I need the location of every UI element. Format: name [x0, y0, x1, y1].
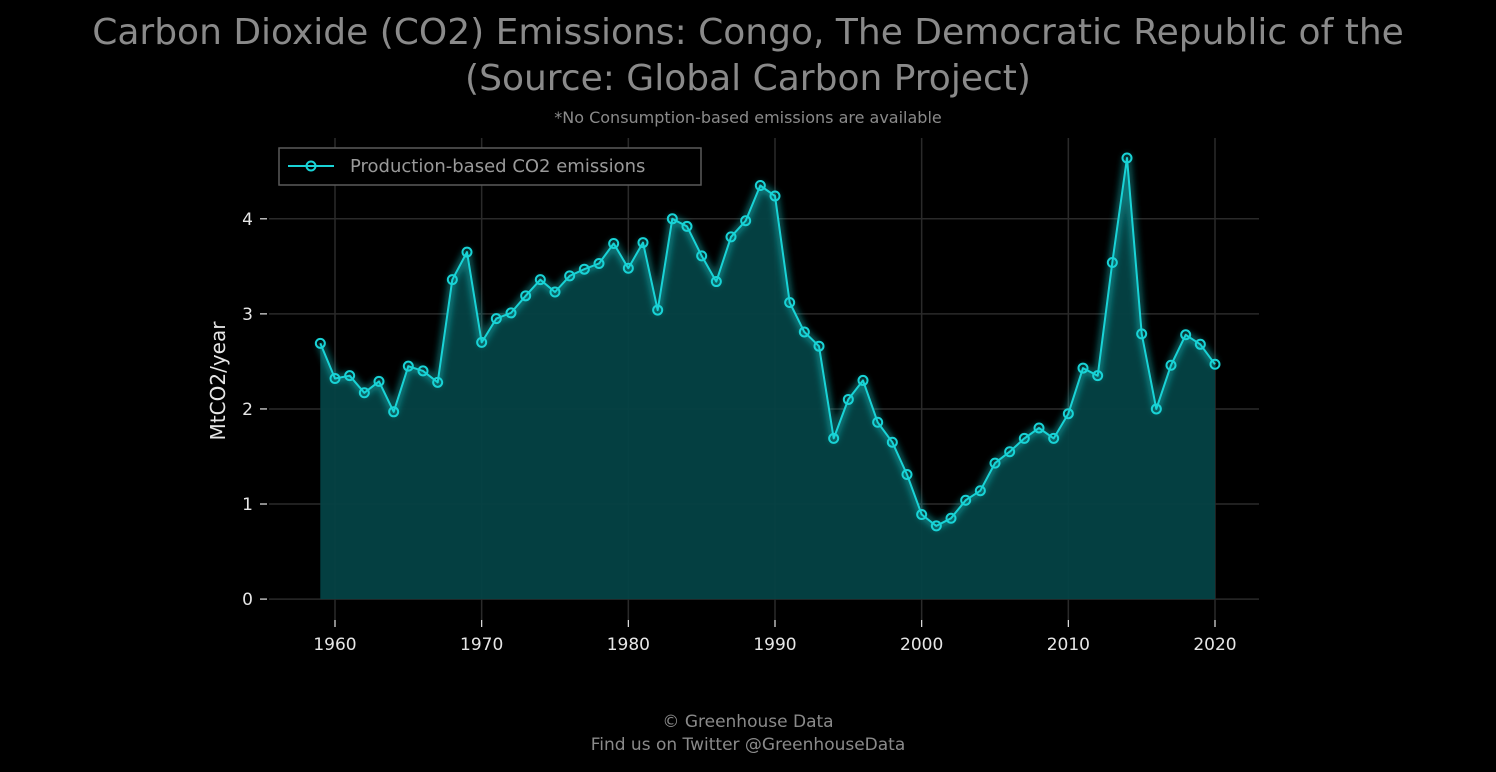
footer-copyright: © Greenhouse Data — [662, 712, 834, 732]
x-tick-label: 1980 — [607, 635, 650, 655]
data-point — [901, 469, 913, 481]
data-point — [974, 485, 986, 497]
x-tick-label: 1970 — [460, 635, 503, 655]
data-point — [960, 494, 972, 506]
footer-twitter: Find us on Twitter @GreenhouseData — [590, 735, 906, 755]
data-point — [696, 250, 708, 262]
legend-label: Production-based CO2 emissions — [350, 156, 645, 177]
data-point — [622, 262, 634, 274]
data-point — [1209, 358, 1221, 370]
data-point — [1048, 432, 1060, 444]
data-point — [476, 336, 488, 348]
data-point — [842, 393, 854, 405]
data-point — [652, 304, 664, 316]
data-point — [1150, 403, 1162, 415]
data-point — [1136, 328, 1148, 340]
chart-title: Carbon Dioxide (CO2) Emissions: Congo, T… — [92, 12, 1404, 53]
data-point — [637, 237, 649, 249]
x-tick-label: 2020 — [1193, 635, 1236, 655]
data-point — [886, 436, 898, 448]
x-tick-label: 2010 — [1047, 635, 1090, 655]
data-point — [769, 190, 781, 202]
data-point — [329, 373, 341, 385]
data-point — [534, 274, 546, 286]
data-point — [388, 406, 400, 418]
data-point — [1092, 370, 1104, 382]
data-point — [446, 274, 458, 286]
data-point — [358, 387, 370, 399]
x-tick-label: 1990 — [753, 635, 796, 655]
data-point — [1004, 446, 1016, 458]
data-point — [989, 457, 1001, 469]
data-point — [813, 340, 825, 352]
data-point — [402, 360, 414, 372]
chart-title-source: (Source: Global Carbon Project) — [465, 58, 1031, 99]
y-tick-label: 2 — [242, 400, 253, 420]
data-point — [1106, 257, 1118, 269]
chart-subtitle: *No Consumption-based emissions are avai… — [554, 108, 942, 127]
data-point — [666, 213, 678, 225]
data-point — [1033, 422, 1045, 434]
x-tick-label: 1960 — [313, 635, 356, 655]
data-point — [520, 290, 532, 302]
data-point — [1062, 408, 1074, 420]
data-point — [710, 276, 722, 288]
x-tick-label: 2000 — [900, 635, 943, 655]
data-point — [578, 263, 590, 275]
data-point — [1180, 329, 1192, 341]
legend: Production-based CO2 emissions — [278, 147, 702, 186]
data-point — [945, 512, 957, 524]
data-point — [549, 286, 561, 298]
data-point — [608, 238, 620, 250]
data-point — [1194, 338, 1206, 350]
data-point — [916, 508, 928, 520]
data-point — [1121, 152, 1133, 164]
data-point — [681, 220, 693, 232]
data-point — [1077, 362, 1089, 374]
data-point — [872, 416, 884, 428]
data-point — [784, 296, 796, 308]
data-point — [930, 520, 942, 532]
data-point — [857, 374, 869, 386]
data-point — [344, 370, 356, 382]
legend-box — [278, 147, 702, 186]
data-point — [432, 376, 444, 388]
data-point — [593, 257, 605, 269]
legend-marker-swatch — [305, 160, 317, 172]
y-tick-label: 1 — [242, 495, 253, 515]
data-point — [828, 432, 840, 444]
data-point — [564, 270, 576, 282]
data-point — [373, 375, 385, 387]
data-point — [725, 231, 737, 243]
y-tick-label: 4 — [242, 210, 253, 230]
data-point — [417, 365, 429, 377]
data-point — [1018, 432, 1030, 444]
axes: 1960 1970 1980 1990 2000 2010 2020 0 1 2 3 4 — [242, 210, 1236, 655]
y-axis-label: MtCO2/year — [206, 321, 230, 441]
data-point — [754, 180, 766, 192]
data-point — [490, 313, 502, 325]
y-tick-label: 0 — [242, 590, 253, 610]
data-point — [798, 326, 810, 338]
data-point — [1165, 359, 1177, 371]
series-points — [314, 152, 1221, 532]
area-path — [320, 158, 1215, 600]
y-tick-label: 3 — [242, 305, 253, 325]
data-point — [505, 307, 517, 319]
data-point — [314, 337, 326, 349]
data-point — [740, 215, 752, 227]
data-point — [461, 246, 473, 258]
area-fill — [320, 158, 1215, 600]
